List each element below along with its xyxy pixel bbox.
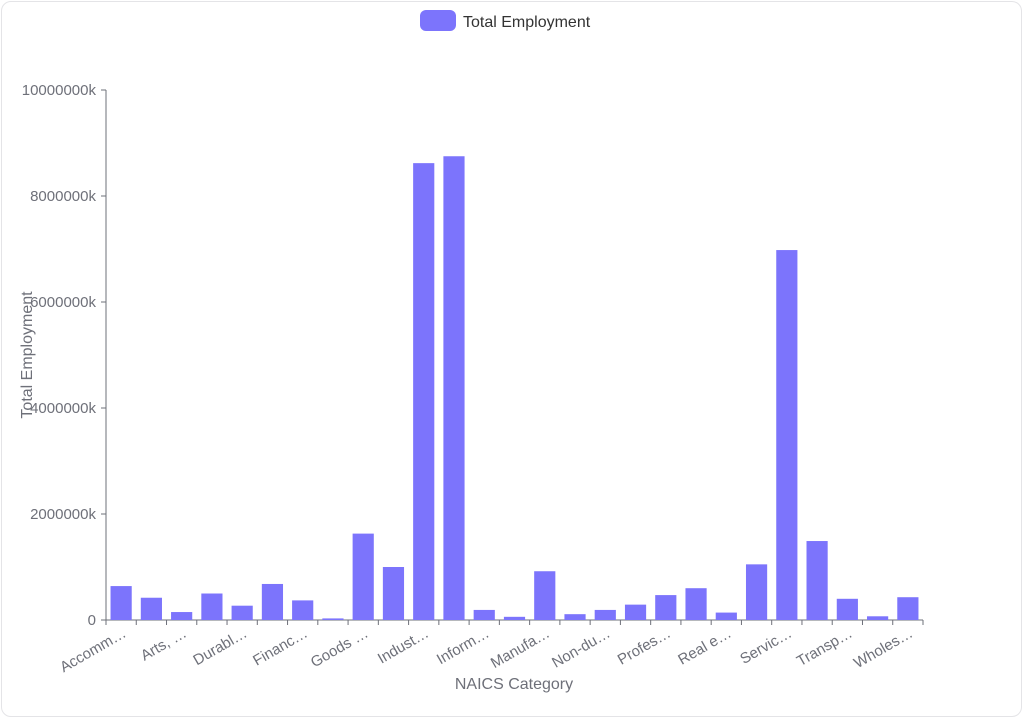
y-tick-label: 4000000k xyxy=(30,400,96,417)
legend[interactable]: Total Employment xyxy=(420,10,591,31)
bar[interactable] xyxy=(503,616,526,620)
bar[interactable] xyxy=(806,541,828,620)
bar[interactable] xyxy=(413,163,435,620)
x-tick-label: Wholes… xyxy=(851,625,916,672)
bar[interactable] xyxy=(322,618,344,620)
y-axis-title: Total Employment xyxy=(19,291,36,419)
bar[interactable] xyxy=(776,250,798,620)
bar[interactable] xyxy=(261,583,284,620)
y-tick-label: 0 xyxy=(88,612,96,629)
bar[interactable] xyxy=(534,571,556,620)
bars xyxy=(110,156,919,621)
x-tick-label: Profes… xyxy=(615,625,674,669)
bar[interactable] xyxy=(352,533,374,620)
x-tick-label: Goods … xyxy=(308,625,371,671)
x-tick-label: Servic… xyxy=(737,625,795,668)
bar[interactable] xyxy=(715,612,737,620)
bar[interactable] xyxy=(594,609,616,620)
bar[interactable] xyxy=(231,605,253,620)
x-tick-label: Non-du… xyxy=(549,625,613,672)
bar[interactable] xyxy=(171,612,193,620)
x-tick-label: Durabl… xyxy=(190,625,250,669)
x-tick-label: Inform… xyxy=(434,625,492,668)
bar[interactable] xyxy=(655,595,677,620)
bar[interactable] xyxy=(624,604,647,620)
x-tick-label: Real e… xyxy=(675,625,734,669)
legend-label[interactable]: Total Employment xyxy=(463,14,591,31)
bar[interactable] xyxy=(836,598,858,620)
x-axis-title: NAICS Category xyxy=(455,676,573,693)
x-tick-label: Accomm… xyxy=(57,625,129,676)
bar[interactable] xyxy=(564,614,586,620)
bar[interactable] xyxy=(473,609,495,620)
y-tick-label: 10000000k xyxy=(22,82,97,99)
legend-swatch[interactable] xyxy=(420,10,456,31)
bar[interactable] xyxy=(382,567,405,620)
y-tick-label: 2000000k xyxy=(30,506,96,523)
y-tick-label: 6000000k xyxy=(30,294,96,311)
x-tick-label: Financ… xyxy=(250,625,310,670)
bar[interactable] xyxy=(897,597,919,620)
y-tick-label: 8000000k xyxy=(30,188,96,205)
x-axis xyxy=(105,619,924,625)
bar[interactable] xyxy=(201,593,223,621)
bar[interactable] xyxy=(140,597,162,620)
bar[interactable] xyxy=(110,586,132,620)
bar[interactable] xyxy=(292,600,314,620)
x-tick-labels: Accomm… Arts, … Durabl… Financ…Goods … Indus… xyxy=(57,625,916,676)
bar[interactable] xyxy=(867,616,889,620)
bar[interactable] xyxy=(685,588,707,620)
y-axis: 0 2000000k 4000000k 6000000k 8000000k 1000000… xyxy=(22,82,107,629)
x-tick-label: Indust… xyxy=(375,625,432,668)
x-tick-label: Manufa… xyxy=(488,625,553,672)
bar[interactable] xyxy=(745,564,768,620)
x-tick-label: Transp… xyxy=(794,625,855,670)
x-tick-label: Arts, … xyxy=(138,625,190,665)
bar[interactable] xyxy=(443,156,465,620)
